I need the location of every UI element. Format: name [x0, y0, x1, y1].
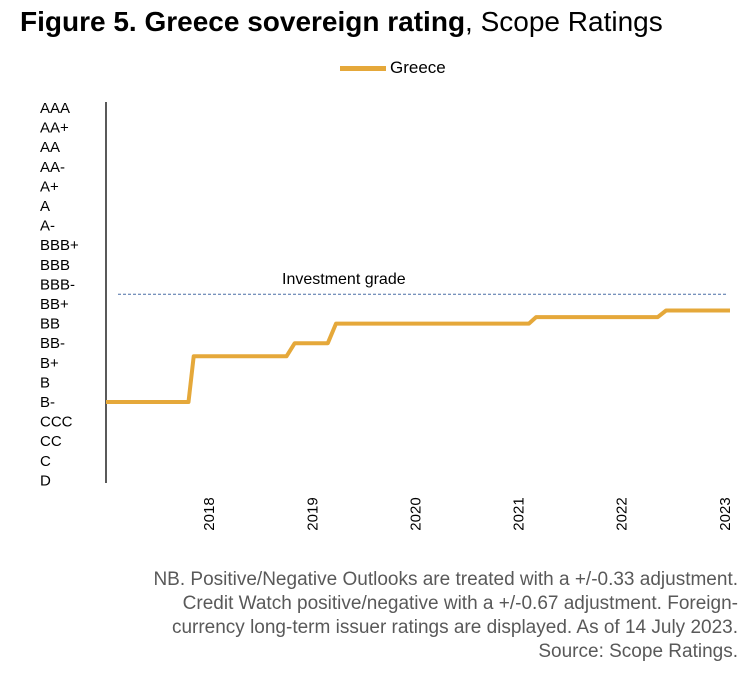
investment-grade-label: Investment grade [282, 271, 406, 288]
y-tick-label: CC [40, 433, 62, 450]
x-tick-label: 2020 [407, 497, 424, 530]
x-tick-label: 2019 [304, 497, 321, 530]
y-tick-label: AAA [40, 100, 70, 117]
y-tick-label: B- [40, 394, 55, 411]
x-tick-label: 2018 [201, 497, 218, 530]
footnote-line-4: Source: Scope Ratings. [538, 641, 738, 662]
x-tick-label: 2021 [511, 497, 528, 530]
series-line-greece [106, 308, 730, 404]
x-tick-label: 2022 [614, 497, 631, 530]
legend: Greece [340, 58, 446, 78]
y-tick-label: CCC [40, 414, 73, 431]
title-bold: Figure 5. Greece sovereign rating [20, 6, 466, 37]
x-tick-label: 2023 [717, 497, 734, 530]
y-tick-label: BBB+ [40, 237, 79, 254]
y-tick-label: B+ [40, 355, 59, 372]
y-tick-label: B [40, 374, 50, 391]
y-tick-label: BB+ [40, 296, 69, 313]
y-tick-label: D [40, 472, 51, 489]
y-tick-label: AA [40, 139, 60, 156]
y-tick-label: A+ [40, 178, 59, 195]
chart-title: Figure 5. Greece sovereign rating, Scope… [20, 6, 663, 38]
footnote-line-1: NB. Positive/Negative Outlooks are treat… [153, 569, 738, 590]
y-tick-label: A [40, 198, 50, 215]
title-source: , Scope Ratings [465, 6, 663, 37]
y-tick-label: BB- [40, 335, 65, 352]
y-tick-label: A- [40, 218, 55, 235]
footnote: NB. Positive/Negative Outlooks are treat… [18, 568, 738, 664]
y-tick-label: AA- [40, 159, 65, 176]
legend-swatch [340, 65, 386, 71]
legend-label: Greece [390, 58, 446, 77]
y-tick-label: BB [40, 316, 60, 333]
chart-plot: AAAAA+AAAA-A+AA-BBB+BBBBBB-BB+BBBB-B+BB-… [40, 100, 734, 531]
y-tick-label: BBB- [40, 276, 75, 293]
footnote-line-2: Credit Watch positive/negative with a +/… [182, 593, 738, 614]
y-tick-label: AA+ [40, 120, 69, 137]
footnote-line-3: currency long-term issuer ratings are di… [171, 617, 738, 638]
y-tick-label: BBB [40, 257, 70, 274]
y-tick-label: C [40, 453, 51, 470]
